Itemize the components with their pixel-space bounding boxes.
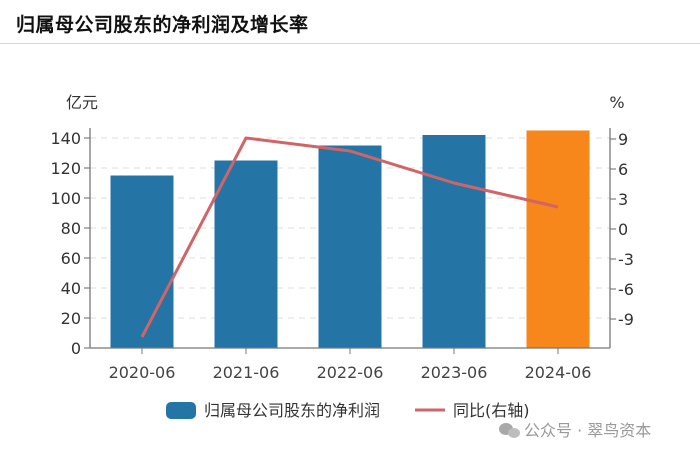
bar-2024-06 bbox=[526, 130, 590, 348]
y2-tick-label: 0 bbox=[618, 220, 628, 239]
bar-2022-06 bbox=[318, 145, 382, 348]
bar-2023-06 bbox=[422, 135, 486, 348]
bars bbox=[110, 130, 590, 348]
y-tick-label: 80 bbox=[61, 219, 81, 238]
y-axis-unit: 亿元 bbox=[66, 93, 98, 112]
wechat-icon bbox=[499, 423, 520, 438]
y2-tick-label: -6 bbox=[618, 280, 634, 299]
watermark: 公众号 · 翠鸟资本 bbox=[499, 421, 651, 440]
x-tick-label: 2020-06 bbox=[109, 363, 176, 382]
legend-label-bar: 归属母公司股东的净利润 bbox=[204, 401, 380, 420]
legend: 归属母公司股东的净利润 同比(右轴) bbox=[166, 401, 530, 420]
y-tick-label: 20 bbox=[61, 309, 81, 328]
x-tick-label: 2023-06 bbox=[421, 363, 488, 382]
y2-tick-label: -9 bbox=[618, 310, 634, 329]
legend-label-line: 同比(右轴) bbox=[453, 401, 530, 420]
y2-tick-label: 9 bbox=[618, 130, 628, 149]
y-tick-label: 40 bbox=[61, 279, 81, 298]
legend-swatch-bar bbox=[166, 402, 196, 419]
y-tick-label: 60 bbox=[61, 249, 81, 268]
chart-header: 归属母公司股东的净利润及增长率 bbox=[0, 0, 700, 44]
x-tick-label: 2021-06 bbox=[213, 363, 280, 382]
y-tick-label: 140 bbox=[50, 129, 81, 148]
y2-axis-unit: % bbox=[609, 93, 624, 112]
y-tick-label: 120 bbox=[50, 159, 81, 178]
y2-tick-label: -3 bbox=[618, 250, 634, 269]
x-tick-label: 2024-06 bbox=[525, 363, 592, 382]
y2-tick-label: 6 bbox=[618, 160, 628, 179]
y2-tick-label: 3 bbox=[618, 190, 628, 209]
axes: 0 20 40 60 80 100 120 140 9 6 3 0 -3 -6 -9 2020-06 2021-… bbox=[50, 128, 634, 382]
watermark-text: 公众号 · 翠鸟资本 bbox=[524, 421, 651, 440]
y-tick-label: 100 bbox=[50, 189, 81, 208]
x-tick-label: 2022-06 bbox=[317, 363, 384, 382]
yoy-line bbox=[140, 136, 559, 338]
y-tick-label: 0 bbox=[71, 339, 81, 358]
bar-2020-06 bbox=[110, 175, 174, 348]
bar-2021-06 bbox=[214, 160, 278, 348]
chart-title: 归属母公司股东的净利润及增长率 bbox=[16, 14, 309, 36]
